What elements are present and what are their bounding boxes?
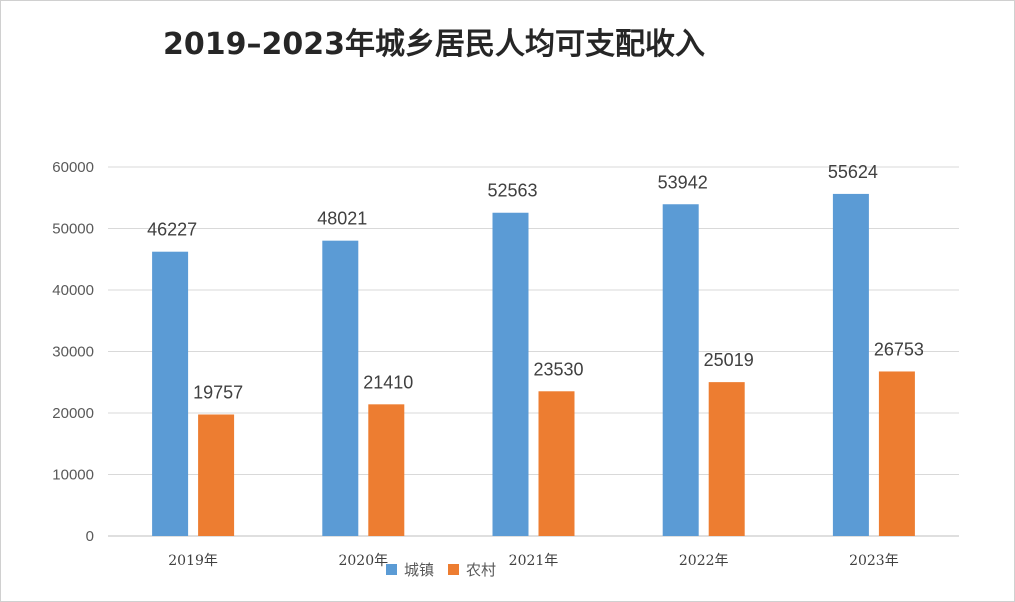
data-label: 19757 (193, 382, 243, 402)
bar-rural (538, 391, 575, 536)
bar-rural (198, 414, 235, 536)
bar-rural (878, 371, 915, 536)
data-label: 21410 (363, 372, 413, 392)
data-label: 25019 (704, 350, 754, 370)
y-tick-label: 50000 (52, 221, 94, 238)
bar-rural (368, 404, 405, 536)
y-tick-label: 30000 (52, 344, 94, 361)
data-label: 48021 (317, 209, 367, 229)
data-label: 23530 (533, 359, 583, 379)
y-tick-label: 40000 (52, 282, 94, 299)
x-tick-label: 2019年 (168, 553, 218, 569)
chart-title: 2019–2023年城乡居民人均可支配收入 (163, 27, 705, 62)
y-tick-label: 20000 (52, 405, 94, 422)
x-tick-label: 2023年 (849, 553, 899, 569)
bar-urban (662, 204, 699, 536)
data-label: 46227 (147, 220, 197, 240)
legend-label: 农村 (466, 561, 496, 579)
x-tick-label: 2020年 (338, 553, 388, 569)
legend-label: 城镇 (404, 561, 434, 579)
data-label: 52563 (487, 181, 537, 201)
x-tick-label: 2022年 (679, 553, 729, 569)
legend-swatch (448, 564, 459, 575)
x-tick-label: 2021年 (509, 553, 559, 569)
data-label: 26753 (874, 339, 924, 359)
data-label: 55624 (828, 162, 878, 182)
y-tick-label: 0 (86, 528, 94, 545)
y-tick-label: 60000 (52, 159, 94, 176)
y-tick-label: 10000 (52, 467, 94, 484)
bar-urban (152, 251, 189, 536)
bar-rural (708, 382, 745, 536)
bar-urban (492, 212, 529, 536)
bar-urban (832, 193, 869, 536)
data-label: 53942 (658, 172, 708, 192)
bar-urban (322, 240, 359, 537)
legend-swatch (386, 564, 397, 575)
